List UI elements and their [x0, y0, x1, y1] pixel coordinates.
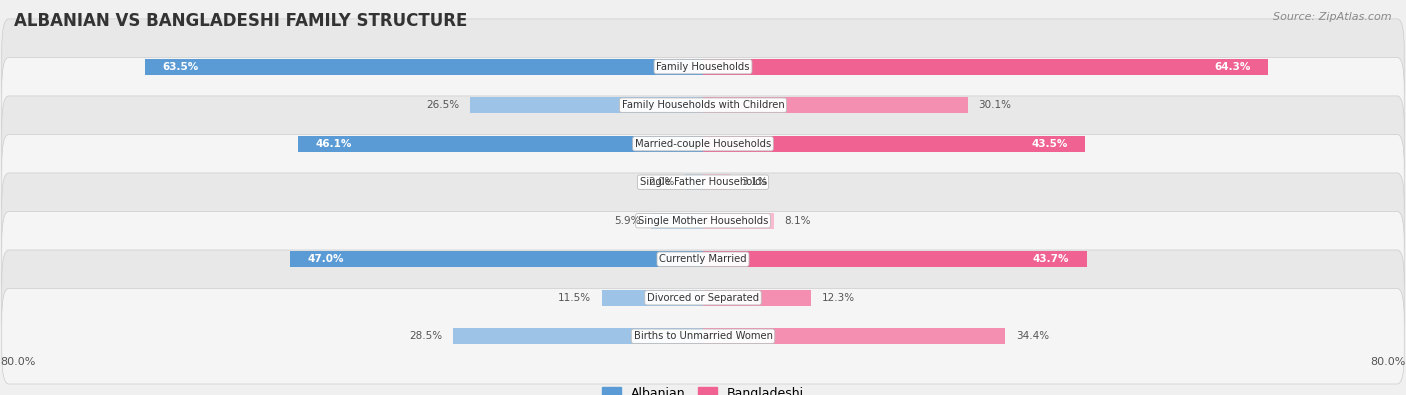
Text: 26.5%: 26.5%	[426, 100, 460, 110]
Text: 3.1%: 3.1%	[741, 177, 768, 187]
Bar	[703, 135, 1085, 152]
Text: Source: ZipAtlas.com: Source: ZipAtlas.com	[1274, 12, 1392, 22]
Bar	[703, 97, 967, 113]
Bar	[703, 58, 1268, 75]
Text: 80.0%: 80.0%	[1371, 357, 1406, 367]
Text: 46.1%: 46.1%	[315, 139, 352, 149]
Text: Single Mother Households: Single Mother Households	[638, 216, 768, 226]
Bar	[703, 251, 1087, 267]
Text: 5.9%: 5.9%	[614, 216, 641, 226]
FancyBboxPatch shape	[1, 250, 1405, 346]
Text: 8.1%: 8.1%	[785, 216, 811, 226]
FancyBboxPatch shape	[1, 211, 1405, 307]
Bar	[298, 135, 703, 152]
Text: ALBANIAN VS BANGLADESHI FAMILY STRUCTURE: ALBANIAN VS BANGLADESHI FAMILY STRUCTURE	[14, 12, 467, 30]
Bar	[703, 213, 775, 229]
Bar	[703, 328, 1005, 344]
Text: 28.5%: 28.5%	[409, 331, 441, 341]
FancyBboxPatch shape	[1, 288, 1405, 384]
FancyBboxPatch shape	[1, 57, 1405, 153]
Bar	[686, 174, 703, 190]
Text: 43.7%: 43.7%	[1033, 254, 1070, 264]
Text: 30.1%: 30.1%	[979, 100, 1011, 110]
Text: 80.0%: 80.0%	[0, 357, 35, 367]
Bar	[703, 174, 730, 190]
Text: Family Households with Children: Family Households with Children	[621, 100, 785, 110]
Text: Births to Unmarried Women: Births to Unmarried Women	[634, 331, 772, 341]
Text: Divorced or Separated: Divorced or Separated	[647, 293, 759, 303]
Text: 64.3%: 64.3%	[1215, 62, 1250, 71]
Text: 12.3%: 12.3%	[821, 293, 855, 303]
Text: 43.5%: 43.5%	[1032, 139, 1067, 149]
Text: Single Father Households: Single Father Households	[640, 177, 766, 187]
Bar	[602, 290, 703, 306]
FancyBboxPatch shape	[1, 19, 1405, 115]
FancyBboxPatch shape	[1, 96, 1405, 192]
Bar	[703, 290, 811, 306]
Bar	[651, 213, 703, 229]
FancyBboxPatch shape	[1, 173, 1405, 269]
Text: Married-couple Households: Married-couple Households	[636, 139, 770, 149]
Text: 2.0%: 2.0%	[648, 177, 675, 187]
Bar	[290, 251, 703, 267]
Text: 11.5%: 11.5%	[558, 293, 592, 303]
FancyBboxPatch shape	[1, 134, 1405, 230]
Bar	[470, 97, 703, 113]
Bar	[145, 58, 703, 75]
Text: 63.5%: 63.5%	[163, 62, 198, 71]
Text: 34.4%: 34.4%	[1015, 331, 1049, 341]
Text: Currently Married: Currently Married	[659, 254, 747, 264]
Text: 47.0%: 47.0%	[308, 254, 344, 264]
Text: Family Households: Family Households	[657, 62, 749, 71]
Bar	[453, 328, 703, 344]
Legend: Albanian, Bangladeshi: Albanian, Bangladeshi	[598, 382, 808, 395]
